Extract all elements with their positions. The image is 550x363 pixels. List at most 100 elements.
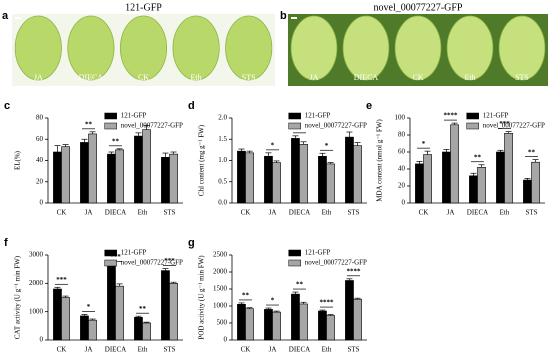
bar: [523, 179, 532, 204]
leaf-label: STS: [515, 73, 529, 82]
bar: [107, 266, 116, 341]
photo-title: novel_00077227-GFP: [374, 2, 463, 13]
x-tick-label: JA: [269, 209, 277, 217]
panel-label: d: [188, 100, 195, 112]
bar: [345, 280, 354, 341]
bar: [477, 167, 486, 204]
legend-label: 121-GFP: [121, 249, 147, 257]
x-tick-label: STS: [163, 346, 175, 354]
y-axis-label: MDA content (nmol g⁻¹ FW): [376, 119, 384, 202]
bar: [142, 129, 151, 204]
y-tick-label: 80: [398, 131, 406, 139]
x-tick-label: CK: [419, 209, 429, 217]
significance: ***: [110, 253, 121, 261]
bar: [53, 151, 62, 204]
x-tick-label: DIECA: [467, 209, 488, 217]
panel-label: e: [366, 100, 372, 112]
legend-label: novel_00077227-GFP: [121, 259, 183, 267]
y-tick-label: 40: [36, 156, 44, 164]
leaf-label: CK: [412, 73, 423, 82]
significance: ***: [56, 276, 67, 284]
x-tick-label: Eth: [322, 346, 332, 354]
y-tick-label: 500: [217, 319, 228, 327]
bar: [134, 135, 143, 204]
legend-swatch: [466, 122, 479, 130]
bar: [423, 154, 432, 204]
bar: [169, 283, 178, 341]
bar: [469, 175, 478, 204]
legend-label: novel_00077227-GFP: [305, 259, 367, 267]
bar: [345, 136, 354, 204]
bar: [61, 146, 70, 204]
x-tick-label: CK: [241, 209, 251, 217]
y-tick-label: 60: [398, 148, 406, 156]
significance: *: [325, 142, 329, 150]
bar: [80, 315, 89, 341]
bar: [353, 298, 362, 341]
leaf-label: CK: [138, 73, 149, 82]
bar: [115, 285, 124, 341]
y-tick-label: 20: [398, 182, 406, 190]
bar: [299, 303, 308, 341]
y-tick-label: 2000: [213, 268, 228, 276]
x-tick-label: STS: [347, 209, 359, 217]
bar: [237, 303, 246, 341]
significance: ****: [444, 112, 459, 120]
bar: [161, 270, 170, 341]
bar: [272, 311, 281, 341]
x-tick-label: STS: [163, 209, 175, 217]
legend-swatch: [288, 112, 301, 120]
leaf: [172, 15, 220, 81]
y-axis-label: POD activity (U g⁻¹ min FW): [198, 255, 206, 340]
y-tick-label: 40: [398, 165, 406, 173]
significance: **: [528, 148, 536, 156]
legend-label: 121-GFP: [483, 112, 509, 120]
leaf-label: DIECA: [79, 73, 104, 82]
y-tick-label: 1.0: [218, 156, 227, 164]
bar: [318, 310, 327, 341]
y-tick-label: 0.0: [218, 199, 227, 207]
significance: **: [112, 137, 120, 145]
bar: [496, 151, 505, 204]
legend-label: 121-GFP: [305, 249, 331, 257]
leaf: [67, 15, 115, 81]
y-tick-label: 2500: [213, 251, 228, 259]
legend-swatch: [104, 249, 117, 257]
y-tick-label: 0.5: [218, 177, 227, 185]
y-tick-label: 0: [40, 199, 44, 207]
y-tick-label: 100: [395, 114, 406, 122]
x-tick-label: JA: [447, 209, 455, 217]
bar: [291, 293, 300, 341]
x-tick-label: CK: [57, 209, 67, 217]
x-tick-label: DIECA: [289, 209, 310, 217]
leaf-label: DIECA: [354, 73, 379, 82]
bar: [450, 124, 459, 204]
y-tick-label: 0: [224, 336, 228, 344]
leaf: [225, 15, 273, 81]
panel-label: f: [4, 237, 8, 249]
x-tick-label: DIECA: [105, 209, 126, 217]
leaf: [14, 15, 62, 81]
y-tick-label: 2.0: [218, 114, 227, 122]
significance: *: [271, 141, 275, 149]
bar: [245, 152, 254, 204]
y-axis-label: Chl content (mg g⁻¹ FW): [198, 124, 206, 196]
x-tick-label: Eth: [138, 346, 148, 354]
bar: [142, 322, 151, 341]
bar: [161, 157, 170, 204]
significance: ***: [499, 120, 510, 128]
legend-swatch: [104, 122, 117, 130]
x-tick-label: CK: [57, 346, 67, 354]
scale-bar: [15, 17, 21, 19]
panel-label: b: [280, 10, 287, 22]
leaf: [290, 15, 338, 81]
bar: [531, 161, 540, 204]
bar: [61, 297, 70, 341]
legend-label: 121-GFP: [121, 112, 147, 120]
bar: [291, 138, 300, 204]
bar: [442, 151, 451, 204]
leaf: [119, 15, 168, 81]
y-tick-label: 20: [36, 177, 44, 185]
bar: [237, 150, 246, 204]
